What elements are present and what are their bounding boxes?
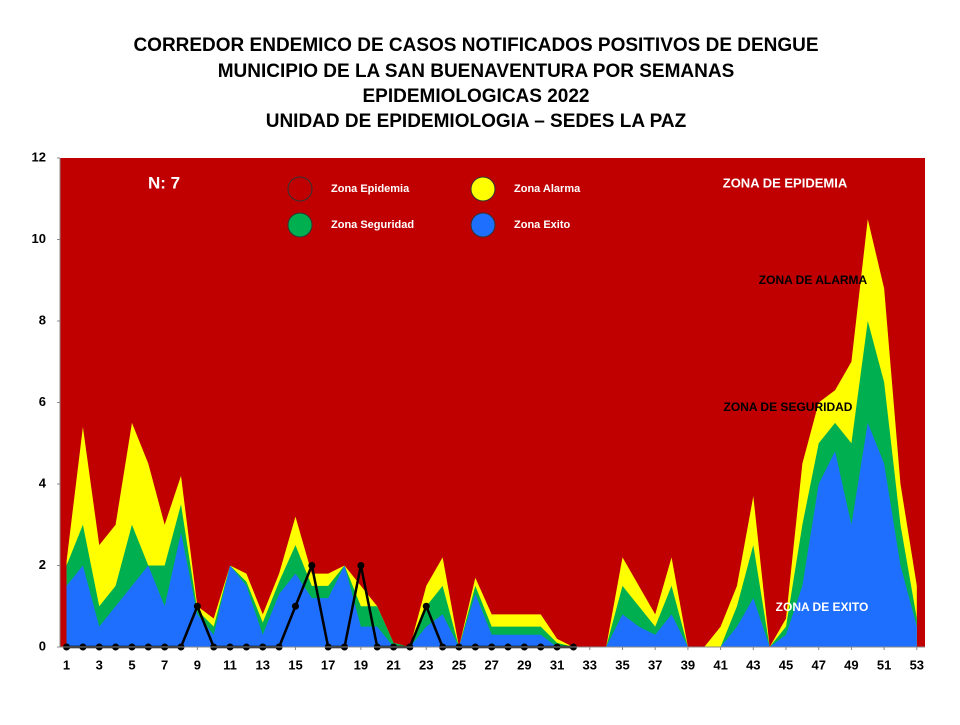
title-line: CORREDOR ENDEMICO DE CASOS NOTIFICADOS P… — [133, 35, 818, 56]
case-point — [422, 602, 430, 610]
x-tick-label: 43 — [746, 657, 760, 672]
legend-marker — [287, 176, 313, 202]
x-tick-label: 37 — [648, 657, 662, 672]
x-tick-label: 7 — [161, 657, 168, 672]
x-tick-label: 33 — [583, 657, 597, 672]
y-tick-label: 0 — [39, 638, 46, 653]
y-tick-label: 12 — [32, 149, 46, 164]
x-tick-label: 19 — [354, 657, 368, 672]
x-tick-label: 47 — [811, 657, 825, 672]
y-tick-label: 6 — [39, 394, 46, 409]
y-tick-label: 10 — [32, 231, 46, 246]
annotation: N: 7 — [148, 173, 180, 192]
title-line: MUNICIPIO DE LA SAN BUENAVENTURA POR SEM… — [218, 61, 735, 82]
case-point — [193, 602, 201, 610]
x-tick-label: 53 — [910, 657, 924, 672]
x-tick-label: 13 — [256, 657, 270, 672]
case-point — [357, 562, 365, 569]
x-tick-label: 31 — [550, 657, 564, 672]
case-point — [308, 562, 316, 569]
x-tick-label: 21 — [386, 657, 400, 672]
title-line: EPIDEMIOLOGICAS 2022 — [362, 86, 589, 107]
x-tick-label: 15 — [288, 657, 302, 672]
y-tick-label: 4 — [39, 475, 47, 490]
x-tick-label: 27 — [484, 657, 498, 672]
x-tick-label: 17 — [321, 657, 335, 672]
legend-label: Zona Exito — [514, 219, 571, 231]
x-tick-label: 25 — [452, 657, 466, 672]
x-tick-label: 45 — [779, 657, 793, 672]
epidemic-zone — [60, 158, 925, 647]
x-tick-label: 9 — [194, 657, 201, 672]
x-tick-label: 39 — [681, 657, 695, 672]
x-tick-label: 23 — [419, 657, 433, 672]
x-tick-label: 5 — [128, 657, 135, 672]
y-tick-label: 2 — [39, 557, 46, 572]
legend-marker — [470, 212, 496, 238]
annotation: ZONA DE EXITO — [776, 600, 869, 614]
legend-marker — [287, 212, 313, 238]
x-tick-label: 49 — [844, 657, 858, 672]
legend-label: Zona Epidemia — [331, 183, 410, 195]
title-line: UNIDAD DE EPIDEMIOLOGIA – SEDES LA PAZ — [266, 111, 687, 132]
legend-marker — [470, 176, 496, 202]
x-tick-label: 1 — [63, 657, 70, 672]
x-tick-label: 3 — [96, 657, 103, 672]
annotation: ZONA DE ALARMA — [759, 273, 868, 287]
case-point — [291, 602, 299, 610]
x-tick-label: 29 — [517, 657, 531, 672]
legend-label: Zona Seguridad — [331, 219, 414, 231]
annotation: ZONA DE SEGURIDAD — [724, 400, 853, 414]
x-tick-label: 11 — [223, 657, 237, 672]
x-tick-label: 41 — [713, 657, 727, 672]
legend-label: Zona Alarma — [514, 183, 581, 195]
y-tick-label: 8 — [39, 312, 46, 327]
x-tick-label: 35 — [615, 657, 629, 672]
zone-area — [66, 422, 917, 647]
x-tick-label: 51 — [877, 657, 891, 672]
annotation: ZONA DE EPIDEMIA — [723, 175, 848, 190]
